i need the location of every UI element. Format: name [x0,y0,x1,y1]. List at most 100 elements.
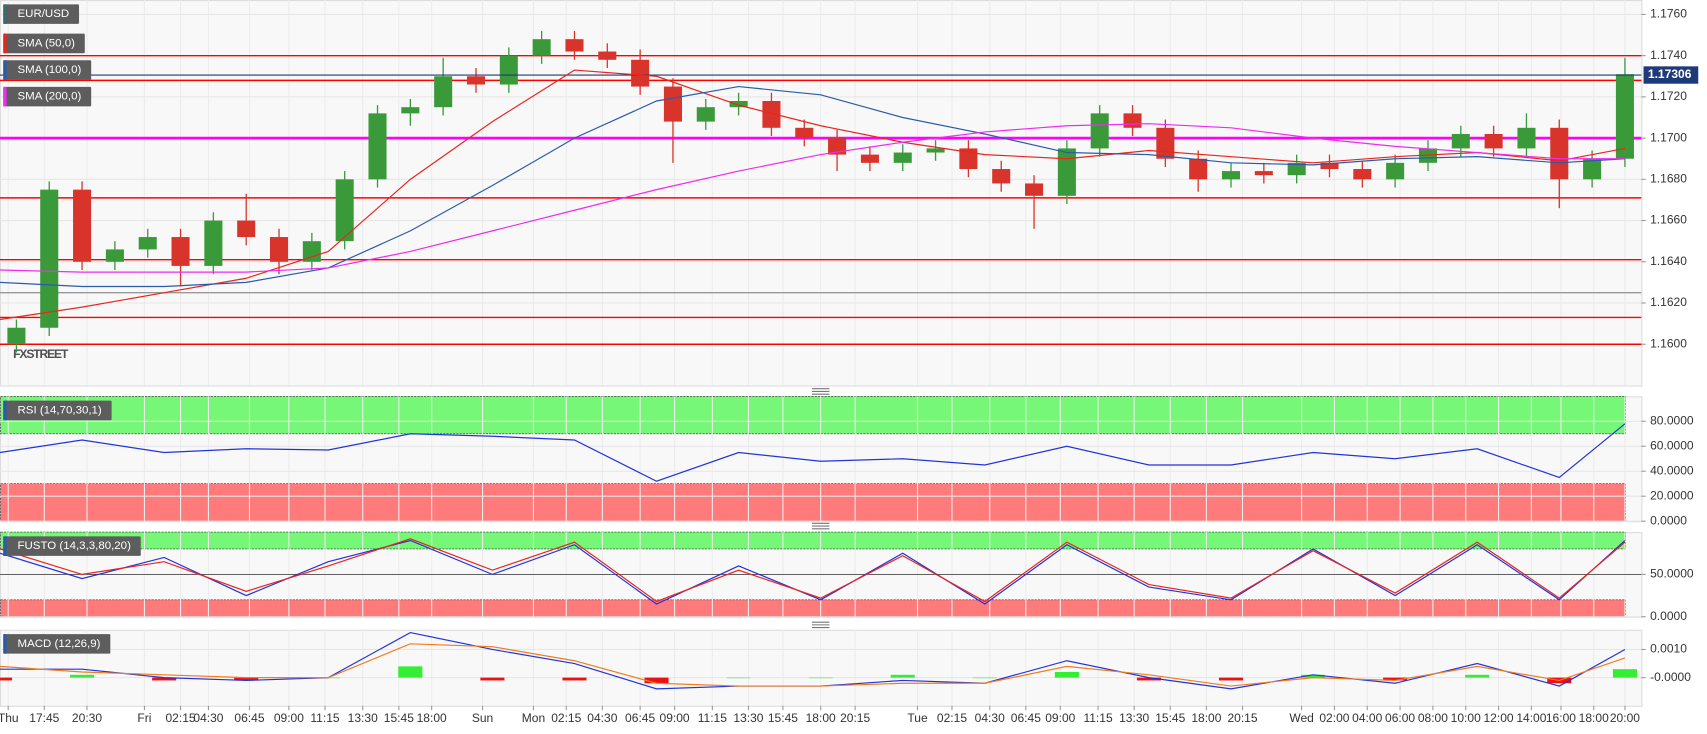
band [0,599,1626,618]
legend-box: MACD (12,26,9) [3,634,111,654]
y-tick-label: 1.1600 [1650,336,1687,350]
y-tick-label: -0.0000 [1650,670,1691,684]
legend-swatch [3,86,7,107]
y-tick-label: 1.1620 [1650,295,1687,309]
histogram-bar [1383,677,1408,681]
x-tick-label: 04:30 [193,711,223,725]
x-tick-label: 18:00 [1191,711,1221,725]
x-tick-label: Wed [1289,711,1314,725]
x-tick-label: 12:00 [1483,711,1513,725]
legend-background [3,86,92,107]
legend-label: RSI (14,70,30,1) [18,404,102,416]
y-tick-label: 50.0000 [1650,567,1694,581]
candle-body [1287,162,1306,176]
x-tick-label: Sun [472,711,493,725]
candle-body [270,237,289,262]
y-tick-label: 1.1740 [1650,48,1687,62]
x-tick-label: 16:00 [1546,711,1576,725]
candle-body [237,220,256,238]
y-tick-label: 1.1720 [1650,89,1687,103]
candle-body [1189,158,1208,180]
candle-body [795,127,814,139]
histogram-bar [726,677,751,679]
legend-box: SMA (200,0) [3,86,92,107]
legend-background [3,33,85,54]
candle-body [499,55,518,85]
x-tick-label: 18:00 [1579,711,1609,725]
histogram-bar [972,677,997,679]
x-tick-label: 15:45 [1155,711,1185,725]
x-tick-label: Thu [0,711,19,725]
y-tick-label: 1.1640 [1650,254,1687,268]
candle-body [1156,127,1175,159]
histogram-bar [808,677,833,679]
x-tick-label: Fri [137,711,151,725]
legend-background [3,4,80,24]
band [0,483,1626,522]
histogram-bar [234,677,259,681]
candle-body [1550,127,1569,180]
x-tick-label: 06:00 [1385,711,1415,725]
y-tick-label: 1.1680 [1650,172,1687,186]
x-tick-label: 17:45 [29,711,59,725]
y-tick-label: 0.0000 [1650,609,1687,623]
series-line [0,85,1625,288]
series-line [0,643,1626,687]
candle-body [1057,148,1076,196]
candle-body [532,39,551,56]
x-tick-label: 13:30 [733,711,763,725]
candle-body [1517,127,1536,149]
candle-body [598,51,617,60]
x-tick-label: 11:15 [1083,711,1113,725]
candle-body [1418,148,1437,163]
candle-body [663,86,682,122]
candle-body [1451,133,1470,149]
last-price-label: 1.17306 [1648,67,1692,81]
histogram-bar [480,677,505,681]
histogram-bar [152,677,177,681]
y-tick-label: 0.0010 [1650,642,1687,656]
x-tick-label: 11:15 [310,711,340,725]
candle-body [434,76,453,108]
candle-body [1615,74,1634,159]
x-tick-label: 20:15 [1227,711,1257,725]
candle-body [1484,133,1503,149]
candle-body [992,169,1011,184]
candle-body [926,148,945,153]
series-line [0,123,1625,273]
candle-body [1353,169,1372,180]
x-tick-label: 18:00 [417,711,447,725]
x-tick-label: 13:30 [348,711,378,725]
y-tick-label: 0.0000 [1650,513,1687,527]
candle-body [1025,183,1044,196]
x-tick-label: 14:00 [1516,711,1546,725]
band [0,531,1626,550]
legend-background [3,634,111,654]
y-tick-label: 20.0000 [1650,488,1694,502]
x-tick-label: Mon [522,711,545,725]
x-tick-label: 20:00 [1610,711,1640,725]
x-tick-label: 08:00 [1418,711,1448,725]
x-tick-label: 09:00 [1045,711,1075,725]
legend-swatch [3,400,7,421]
candle-body [959,148,978,170]
candle-body [729,101,748,108]
candle-body [1386,162,1405,180]
histogram-bar [1136,677,1161,681]
x-tick-label: 09:00 [660,711,690,725]
legend-swatch [3,536,7,556]
y-tick-label: 1.1660 [1650,213,1687,227]
legend-swatch [3,60,7,80]
x-tick-label: 09:00 [274,711,304,725]
x-tick-label: 02:00 [1319,711,1349,725]
y-tick-label: 40.0000 [1650,463,1694,477]
histogram-bar [890,674,915,678]
candle-body [696,107,715,122]
candle-body [401,107,420,114]
legend-box: SMA (50,0) [3,33,85,54]
y-tick-label: 1.1700 [1650,130,1687,144]
x-tick-label: 10:00 [1451,711,1481,725]
legend-box: RSI (14,70,30,1) [3,400,112,421]
candle-body [1090,113,1109,149]
